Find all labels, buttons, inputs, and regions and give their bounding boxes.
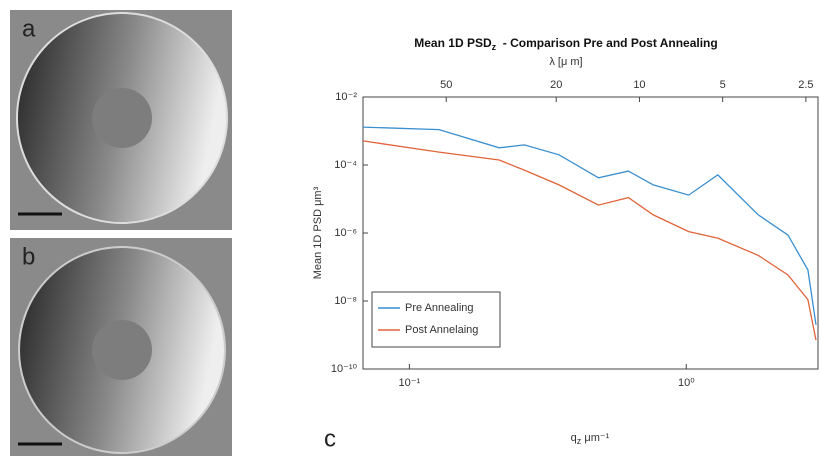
x-label-part: z [577, 436, 582, 446]
x-label-part: μm⁻¹ [581, 432, 609, 444]
x-label-part: q [571, 432, 577, 444]
panel-label: c [324, 425, 336, 452]
x2-tick-label: 5 [720, 79, 726, 91]
legend-label: Pre Annealing [405, 302, 474, 314]
title-part: z [492, 42, 497, 52]
series-line [362, 140, 817, 341]
x-label: qz μm⁻¹ [571, 432, 610, 446]
panel-label: b [22, 243, 35, 270]
series-line [362, 126, 817, 325]
legend-box [371, 291, 501, 348]
x2-tick-label: 10 [633, 79, 645, 91]
image-b [10, 238, 232, 456]
chart-title: Mean 1D PSDz - Comparison Pre and Post A… [414, 36, 717, 52]
legend-label: Post Annelaing [405, 324, 478, 336]
panel-label: a [22, 15, 36, 42]
y-label: Mean 1D PSD μm³ [312, 186, 324, 279]
x-tick-label: 10⁻¹ [399, 377, 421, 389]
y-tick-label: 10⁻² [335, 91, 357, 103]
x2-tick-label: 2.5 [798, 79, 813, 91]
y-tick-label: 10⁻⁸ [334, 295, 357, 307]
y-tick-label: 10⁻⁴ [334, 159, 357, 171]
title-part: Mean 1D PSD [414, 36, 492, 50]
title-part: - Comparison Pre and Post Annealing [496, 36, 718, 50]
x-tick-label: 10⁰ [678, 377, 695, 389]
x2-label: λ [μ m] [549, 56, 582, 68]
x2-tick-label: 50 [440, 79, 452, 91]
x2-tick-label: 20 [550, 79, 562, 91]
y-tick-label: 10⁻⁶ [334, 227, 357, 239]
image-a [10, 10, 232, 230]
y-tick-label: 10⁻¹⁰ [331, 363, 358, 375]
